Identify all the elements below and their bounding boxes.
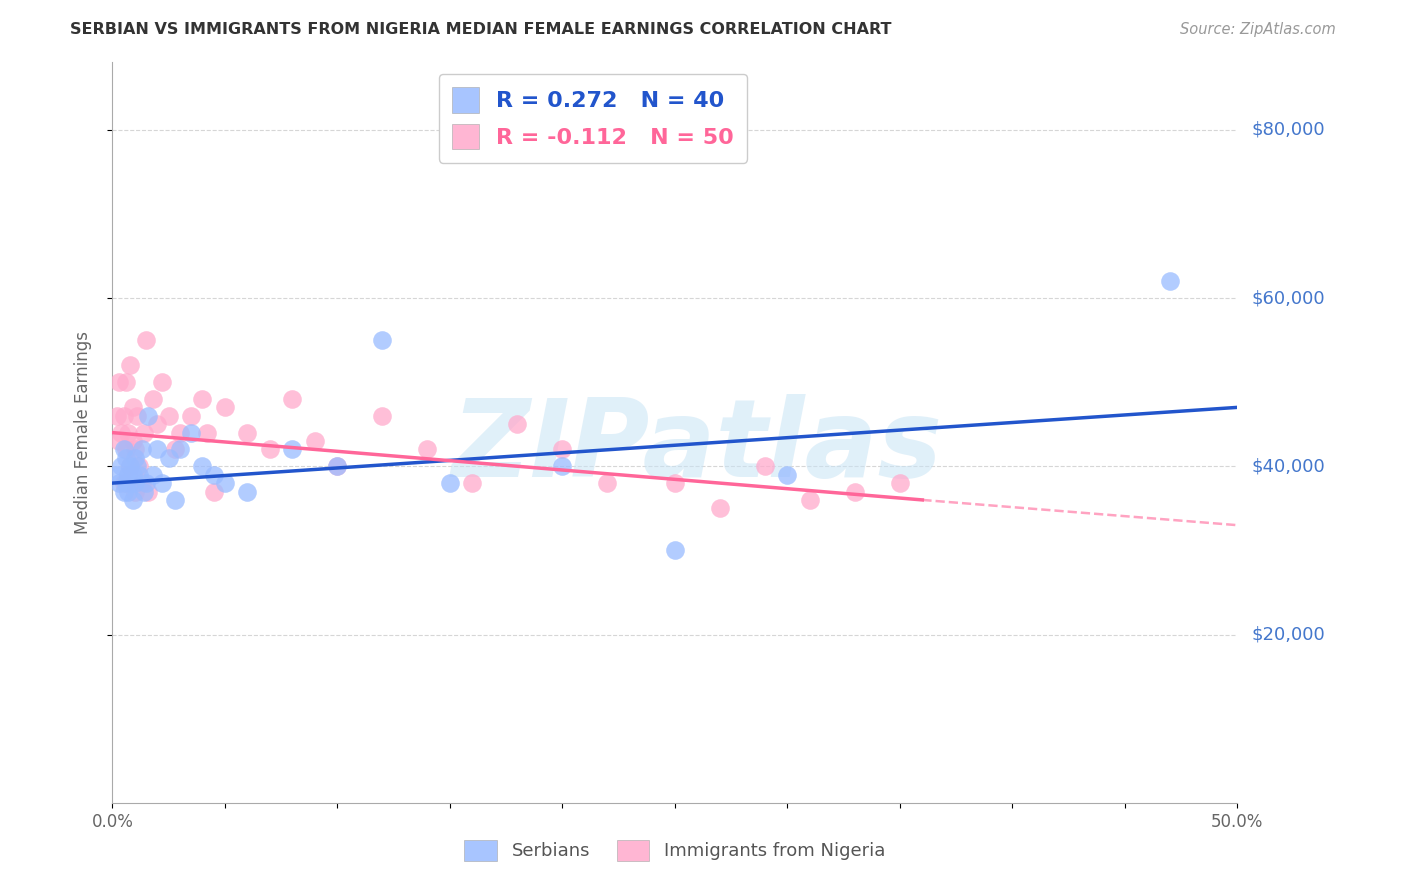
Point	[124, 450, 146, 465]
Point	[115, 476, 138, 491]
Point	[121, 434, 143, 448]
Point	[128, 467, 150, 482]
Point	[165, 492, 187, 507]
Point	[157, 409, 180, 423]
Point	[142, 467, 165, 482]
Point	[371, 409, 394, 423]
Point	[191, 392, 214, 406]
Point	[754, 459, 776, 474]
Point	[117, 425, 139, 440]
Point	[138, 484, 160, 499]
Point	[150, 476, 173, 491]
Point	[108, 434, 131, 448]
Text: $20,000: $20,000	[1251, 625, 1324, 643]
Point	[214, 401, 236, 415]
Point	[709, 501, 731, 516]
Legend: Serbians, Immigrants from Nigeria: Serbians, Immigrants from Nigeria	[457, 832, 893, 868]
Point	[110, 459, 132, 474]
Point	[146, 442, 169, 457]
Point	[110, 425, 132, 440]
Point	[135, 476, 157, 491]
Point	[105, 409, 128, 423]
Text: $60,000: $60,000	[1251, 289, 1324, 307]
Point	[112, 409, 135, 423]
Point	[117, 467, 139, 482]
Point	[115, 375, 138, 389]
Point	[150, 375, 173, 389]
Point	[304, 434, 326, 448]
Point	[108, 476, 131, 491]
Point	[439, 476, 461, 491]
Point	[120, 476, 142, 491]
Point	[889, 476, 911, 491]
Point	[202, 467, 225, 482]
Point	[142, 392, 165, 406]
Point	[281, 442, 304, 457]
Point	[157, 450, 180, 465]
Point	[799, 492, 821, 507]
Point	[165, 442, 187, 457]
Point	[416, 442, 439, 457]
Point	[506, 417, 529, 432]
Point	[121, 401, 143, 415]
Point	[461, 476, 484, 491]
Point	[132, 425, 155, 440]
Point	[551, 459, 574, 474]
Text: SERBIAN VS IMMIGRANTS FROM NIGERIA MEDIAN FEMALE EARNINGS CORRELATION CHART: SERBIAN VS IMMIGRANTS FROM NIGERIA MEDIA…	[70, 22, 891, 37]
Point	[120, 359, 142, 373]
Point	[169, 425, 191, 440]
Point	[214, 476, 236, 491]
Point	[105, 467, 128, 482]
Point	[259, 442, 281, 457]
Point	[776, 467, 799, 482]
Point	[371, 333, 394, 347]
Point	[146, 417, 169, 432]
Point	[112, 442, 135, 457]
Point	[180, 425, 202, 440]
Point	[115, 442, 138, 457]
Point	[128, 459, 150, 474]
Point	[596, 476, 619, 491]
Text: ZIPatlas: ZIPatlas	[451, 394, 943, 500]
Point	[120, 459, 142, 474]
Point	[135, 333, 157, 347]
Point	[326, 459, 349, 474]
Point	[112, 484, 135, 499]
Point	[121, 467, 143, 482]
Point	[131, 476, 153, 491]
Point	[169, 442, 191, 457]
Point	[108, 375, 131, 389]
Point	[664, 543, 686, 558]
Point	[191, 459, 214, 474]
Point	[124, 484, 146, 499]
Point	[180, 409, 202, 423]
Y-axis label: Median Female Earnings: Median Female Earnings	[73, 331, 91, 534]
Text: $40,000: $40,000	[1251, 458, 1324, 475]
Point	[1159, 274, 1181, 288]
Point	[112, 476, 135, 491]
Point	[844, 484, 866, 499]
Point	[127, 459, 149, 474]
Point	[124, 476, 146, 491]
Text: $80,000: $80,000	[1251, 120, 1324, 139]
Point	[121, 492, 143, 507]
Point	[127, 409, 149, 423]
Point	[117, 467, 139, 482]
Point	[115, 450, 138, 465]
Point	[117, 484, 139, 499]
Point	[236, 484, 259, 499]
Point	[195, 425, 218, 440]
Point	[132, 484, 155, 499]
Point	[138, 409, 160, 423]
Point	[551, 442, 574, 457]
Point	[202, 484, 225, 499]
Point	[281, 392, 304, 406]
Point	[236, 425, 259, 440]
Point	[124, 442, 146, 457]
Point	[664, 476, 686, 491]
Point	[131, 442, 153, 457]
Point	[326, 459, 349, 474]
Text: Source: ZipAtlas.com: Source: ZipAtlas.com	[1180, 22, 1336, 37]
Point	[120, 459, 142, 474]
